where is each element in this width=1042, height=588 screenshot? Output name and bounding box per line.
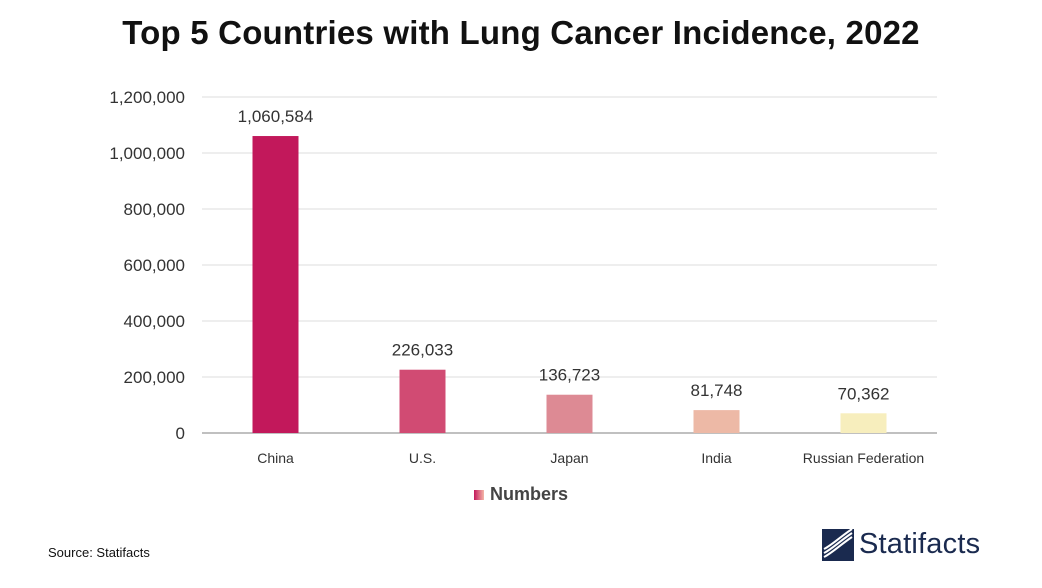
bar-china xyxy=(252,136,299,433)
legend-swatch xyxy=(473,489,484,500)
bar-russian-federation xyxy=(840,413,887,433)
chart-title: Top 5 Countries with Lung Cancer Inciden… xyxy=(122,14,920,51)
legend-label: Numbers xyxy=(489,484,569,504)
bar-u-s- xyxy=(399,369,446,433)
x-tick-label: Russian Federation xyxy=(803,450,924,466)
data-label: 136,723 xyxy=(539,366,600,385)
bar-japan xyxy=(546,394,593,433)
y-tick-label: 200,000 xyxy=(124,368,185,387)
y-tick-label: 1,200,000 xyxy=(109,88,185,107)
source-note: Source: Statifacts xyxy=(48,545,150,560)
x-tick-label: China xyxy=(257,450,294,466)
brand-logo: Statifacts xyxy=(822,528,980,561)
y-tick-label: 400,000 xyxy=(124,312,185,331)
bar-india xyxy=(693,410,740,433)
x-tick-label: Japan xyxy=(550,450,588,466)
y-tick-label: 600,000 xyxy=(124,256,185,275)
data-label: 226,033 xyxy=(392,341,453,360)
data-label: 1,060,584 xyxy=(238,107,314,126)
statifacts-logo-icon xyxy=(822,528,854,561)
legend: Numbers xyxy=(0,484,1042,505)
y-tick-label: 1,000,000 xyxy=(109,144,185,163)
data-label: 70,362 xyxy=(838,384,890,403)
brand-name: Statifacts xyxy=(859,528,981,560)
bar-chart: 0 200,000 400,000 600,000 800,000 1,000,000 1,… xyxy=(109,88,937,466)
data-label: 81,748 xyxy=(691,381,743,400)
y-tick-label: 0 xyxy=(176,424,185,443)
y-tick-label: 800,000 xyxy=(124,200,185,219)
x-tick-label: U.S. xyxy=(409,450,436,466)
x-tick-label: India xyxy=(701,450,732,466)
